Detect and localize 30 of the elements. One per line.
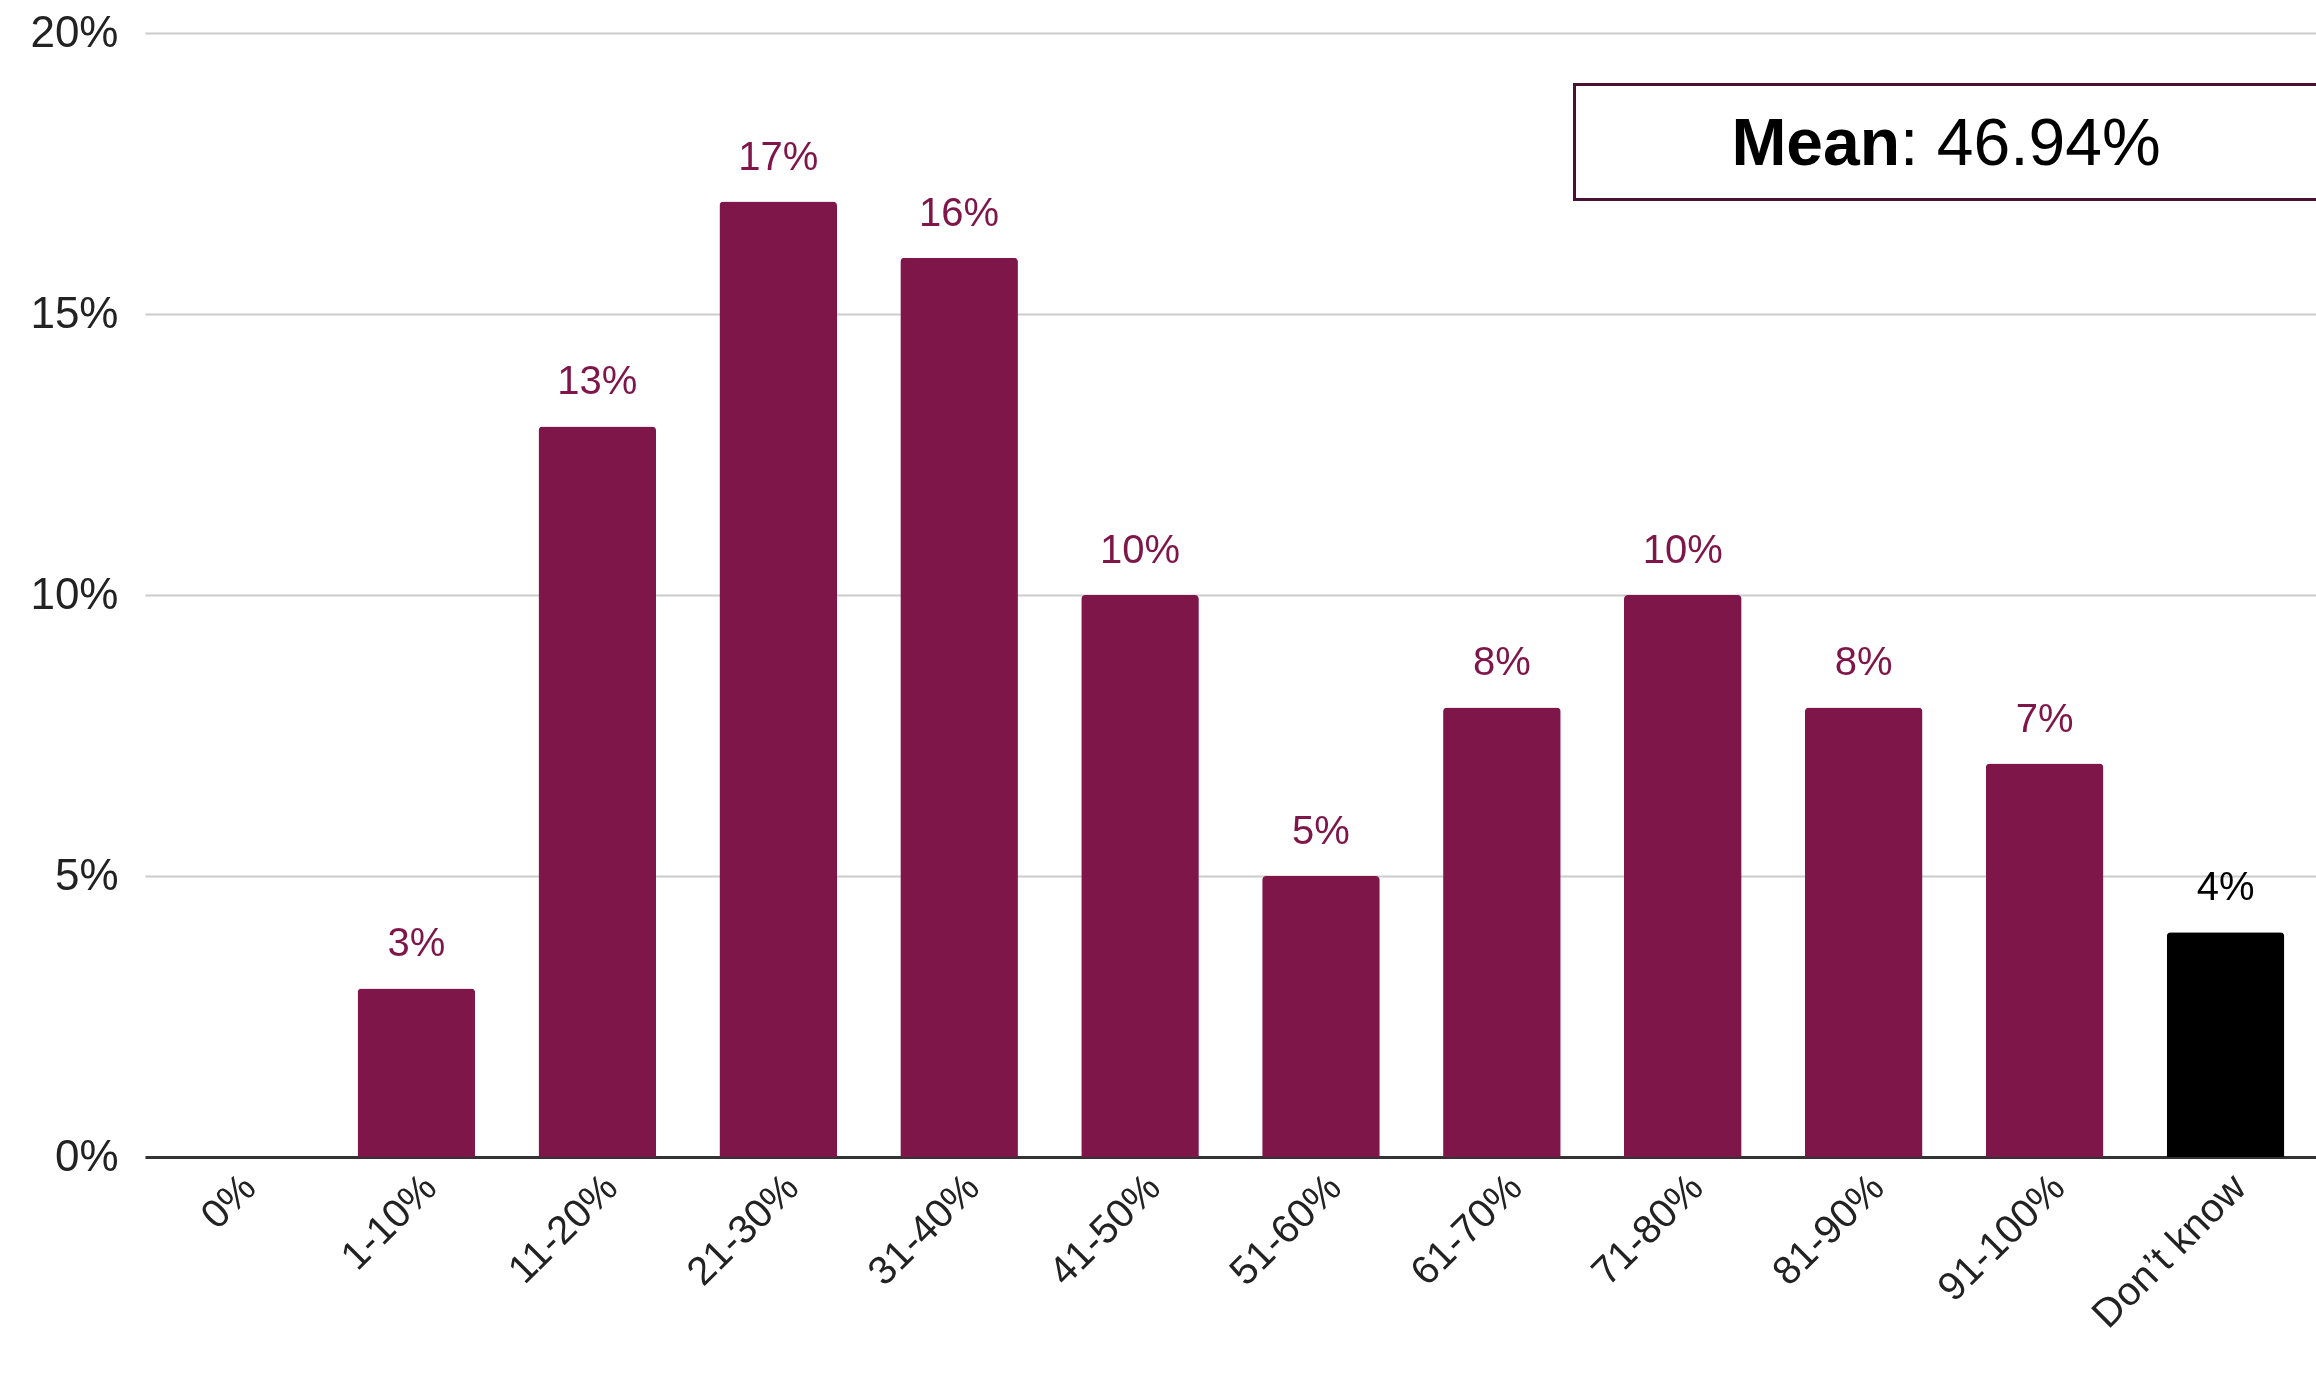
y-tick-label: 5% [54,849,119,899]
bar [900,257,1018,1157]
annotation: Mean: 46.94% [1731,104,2161,180]
bar [2166,932,2285,1157]
bar [1623,595,1742,1157]
bar [1804,707,1923,1157]
y-tick-label: 20% [30,6,119,56]
data-label: 10% [1642,527,1723,571]
data-label: 8% [1834,639,1893,684]
bar [1262,876,1380,1157]
x-tick-label: 0% [191,1164,264,1237]
bar [719,201,838,1157]
data-label: 8% [1472,639,1531,684]
data-label: 10% [1100,527,1181,571]
data-label: 5% [1292,808,1350,852]
data-label: 7% [2015,695,2074,740]
note-box: Mean: 46.94% [1573,83,2316,201]
data-label: 16% [919,189,1000,234]
y-tick-label: 15% [30,287,119,337]
bar [1443,707,1561,1157]
bar [1985,763,2104,1157]
data-label: 13% [557,358,638,403]
data-label: 4% [2196,864,2255,909]
data-label: 17% [738,133,819,178]
data-label: 3% [387,920,446,965]
y-tick-label: 10% [30,568,119,618]
bar [538,426,657,1157]
bar [1081,595,1199,1157]
y-tick-label: 0% [54,1130,119,1180]
bar [357,988,476,1157]
